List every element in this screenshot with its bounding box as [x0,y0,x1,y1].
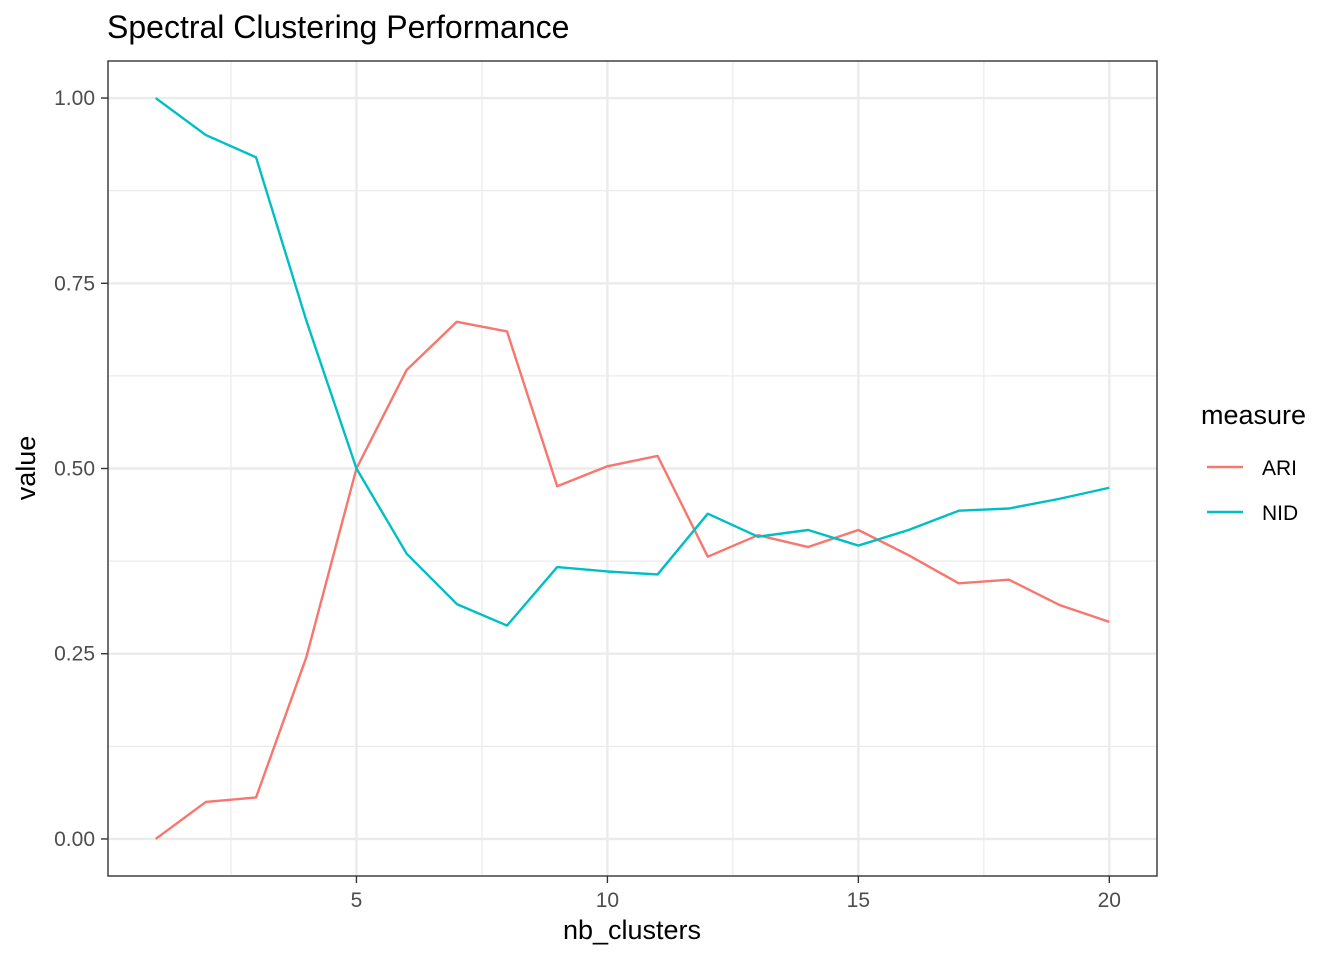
x-tick-label: 20 [1098,889,1121,912]
y-tick-label: 0.25 [54,643,95,666]
series-line-ari [154,320,1110,840]
x-tick-label: 15 [847,889,870,912]
chart-title: Spectral Clustering Performance [107,9,569,45]
minor-gridlines [108,61,1157,876]
major-gridlines [108,61,1157,876]
x-tick-label: 5 [351,889,363,912]
x-axis: 5 10 15 20 [351,876,1121,912]
y-tick-label: 0.00 [54,828,95,851]
y-tick-label: 1.00 [54,87,95,110]
y-tick-label: 0.75 [54,272,95,295]
series-line-nid [154,97,1110,627]
legend-label-nid: NID [1262,502,1298,525]
legend-label-ari: ARI [1262,457,1297,480]
y-axis: 0.00 0.25 0.50 0.75 1.00 [54,87,108,851]
y-tick-label: 0.50 [54,458,95,481]
legend-title: measure [1201,400,1306,430]
plot-panel [107,60,1158,877]
legend: measure ARI NID [1201,400,1306,525]
series-lines [154,97,1110,840]
legend-items: ARI NID [1207,457,1298,525]
x-tick-label: 10 [596,889,619,912]
x-axis-title: nb_clusters [563,915,701,945]
y-axis-title: value [11,436,41,501]
